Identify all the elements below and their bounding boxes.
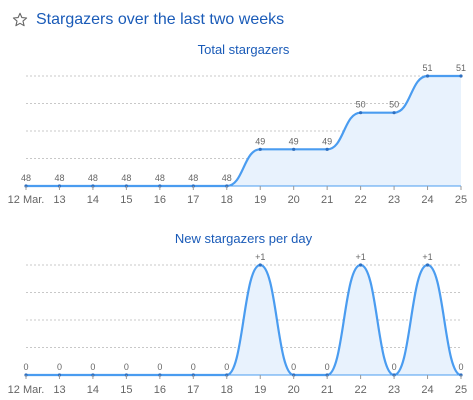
data-label: 0: [23, 362, 28, 372]
x-tick-label: 17: [187, 194, 199, 206]
x-tick-label: 15: [120, 194, 132, 206]
data-label: 0: [392, 362, 397, 372]
x-tick-label: 20: [288, 194, 300, 206]
chart-header: Stargazers over the last two weeks: [12, 8, 284, 32]
data-point[interactable]: [325, 147, 329, 151]
x-tick-label: 18: [221, 384, 233, 396]
star-outline-icon[interactable]: [12, 12, 28, 28]
x-tick-label: 19: [254, 194, 266, 206]
data-point[interactable]: [392, 111, 396, 115]
x-tick-label: 14: [87, 194, 99, 206]
data-label: +1: [255, 252, 265, 262]
data-label: 48: [155, 173, 165, 183]
x-tick-label: 21: [321, 194, 333, 206]
data-label: +1: [422, 252, 432, 262]
chart-title: Total stargazers: [198, 42, 290, 57]
data-point[interactable]: [258, 263, 262, 267]
x-tick-label: 23: [388, 194, 400, 206]
x-tick-label: 19: [254, 384, 266, 396]
data-label: 51: [456, 63, 466, 73]
data-label: 0: [124, 362, 129, 372]
data-label: 49: [289, 136, 299, 146]
data-label: 50: [356, 100, 366, 110]
x-tick-label: 17: [187, 384, 199, 396]
data-label: 50: [389, 100, 399, 110]
data-label: 51: [423, 63, 433, 73]
data-point[interactable]: [258, 147, 262, 151]
data-label: +1: [355, 252, 365, 262]
x-tick-label: 14: [87, 384, 99, 396]
x-tick-label: 13: [53, 194, 65, 206]
x-tick-label: 12 Mar.: [8, 194, 45, 206]
chart-title: New stargazers per day: [175, 231, 313, 246]
x-tick-label: 16: [154, 194, 166, 206]
x-tick-label: 22: [354, 194, 366, 206]
data-point[interactable]: [459, 74, 463, 78]
data-label: 49: [255, 136, 265, 146]
data-label: 0: [458, 362, 463, 372]
data-label: 48: [88, 173, 98, 183]
x-tick-label: 16: [154, 384, 166, 396]
x-tick-label: 22: [354, 384, 366, 396]
data-label: 0: [325, 362, 330, 372]
header-title: Stargazers over the last two weeks: [36, 11, 285, 28]
x-tick-label: 20: [288, 384, 300, 396]
data-point[interactable]: [292, 147, 296, 151]
data-label: 0: [191, 362, 196, 372]
data-label: 0: [157, 362, 162, 372]
x-tick-label: 23: [388, 384, 400, 396]
data-point[interactable]: [425, 74, 430, 78]
x-tick-label: 12 Mar.: [8, 384, 45, 396]
data-label: 0: [291, 362, 296, 372]
x-tick-label: 25: [455, 384, 467, 396]
chart-1: Total stargazers 48 12 Mar. 48 13 48 14 48 15 48 1…: [8, 42, 467, 206]
data-label: 0: [90, 362, 95, 372]
data-point[interactable]: [359, 111, 363, 115]
x-tick-label: 25: [455, 194, 467, 206]
x-tick-label: 15: [120, 384, 132, 396]
data-label: 48: [188, 173, 198, 183]
data-label: 48: [222, 173, 232, 183]
x-tick-label: 13: [53, 384, 65, 396]
chart-2: New stargazers per day 0 12 Mar. 0 13 0 14 0 15 0…: [8, 231, 467, 396]
data-label: 48: [54, 173, 64, 183]
data-point[interactable]: [359, 263, 363, 267]
series-area: [26, 76, 461, 186]
x-tick-label: 21: [321, 384, 333, 396]
x-tick-label: 24: [421, 384, 433, 396]
data-label: 0: [224, 362, 229, 372]
data-label: 48: [21, 173, 31, 183]
data-label: 48: [121, 173, 131, 183]
data-label: 49: [322, 136, 332, 146]
x-tick-label: 24: [421, 194, 433, 206]
data-point[interactable]: [425, 263, 430, 267]
x-tick-label: 18: [221, 194, 233, 206]
data-label: 0: [57, 362, 62, 372]
